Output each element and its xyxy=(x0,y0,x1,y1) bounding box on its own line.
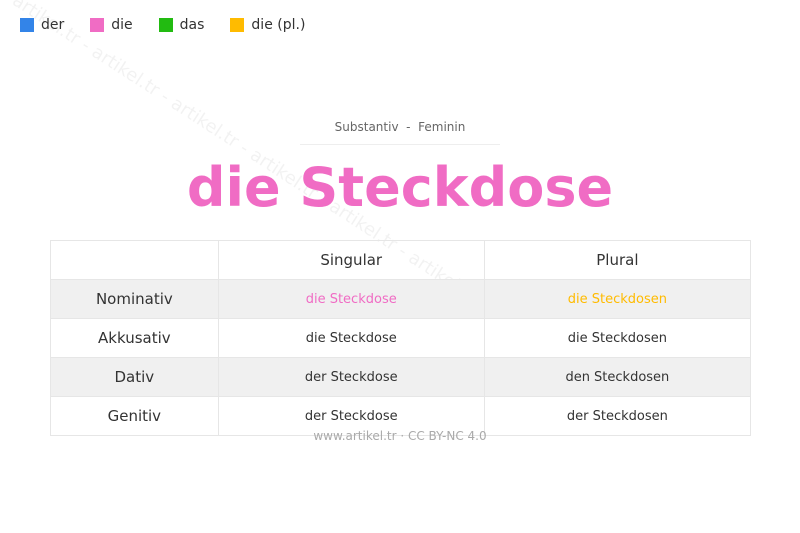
legend-label: die xyxy=(111,17,133,33)
gender-legend: der die das die (pl.) xyxy=(20,17,331,33)
legend-die: die xyxy=(90,17,133,33)
case-label: Dativ xyxy=(50,357,219,397)
singular-cell: die Steckdose xyxy=(217,318,485,358)
legend-das: das xyxy=(158,17,205,33)
plural-cell: die Steckdosen xyxy=(483,279,752,319)
singular-cell: die Steckdose xyxy=(217,279,485,319)
plural-swatch xyxy=(230,18,245,32)
legend-plural: die (pl.) xyxy=(230,17,305,33)
table-row: Genitiv der Steckdose der Steckdosen xyxy=(50,396,752,436)
plural-cell: der Steckdosen xyxy=(483,396,752,436)
page-title: die Steckdose xyxy=(186,156,614,219)
legend-label: die (pl.) xyxy=(251,17,306,33)
legend-label: das xyxy=(179,17,205,33)
table-header-row: Singular Plural xyxy=(50,240,752,280)
header-plural: Plural xyxy=(483,240,752,280)
singular-cell: der Steckdose xyxy=(217,357,485,397)
declension-table: Singular Plural Nominativ die Steckdose … xyxy=(50,240,752,436)
plural-cell: die Steckdosen xyxy=(483,318,752,358)
case-label: Genitiv xyxy=(50,396,219,436)
table-row: Dativ der Steckdose den Steckdosen xyxy=(50,357,752,397)
legend-der: der xyxy=(20,17,64,33)
legend-label: der xyxy=(41,17,65,33)
header-singular: Singular xyxy=(217,240,485,280)
singular-cell: der Steckdose xyxy=(217,396,485,436)
table-row: Akkusativ die Steckdose die Steckdosen xyxy=(50,318,752,358)
header-empty xyxy=(50,240,219,280)
word-type: Substantiv - Feminin xyxy=(300,120,500,145)
table-row: Nominativ die Steckdose die Steckdosen xyxy=(50,279,752,319)
case-label: Akkusativ xyxy=(50,318,219,358)
case-label: Nominativ xyxy=(50,279,219,319)
plural-cell: den Steckdosen xyxy=(483,357,752,397)
der-swatch xyxy=(20,18,34,32)
das-swatch xyxy=(158,18,173,32)
die-swatch xyxy=(90,18,105,32)
footer-credit: www.artikel.tr · CC BY-NC 4.0 xyxy=(313,429,487,443)
